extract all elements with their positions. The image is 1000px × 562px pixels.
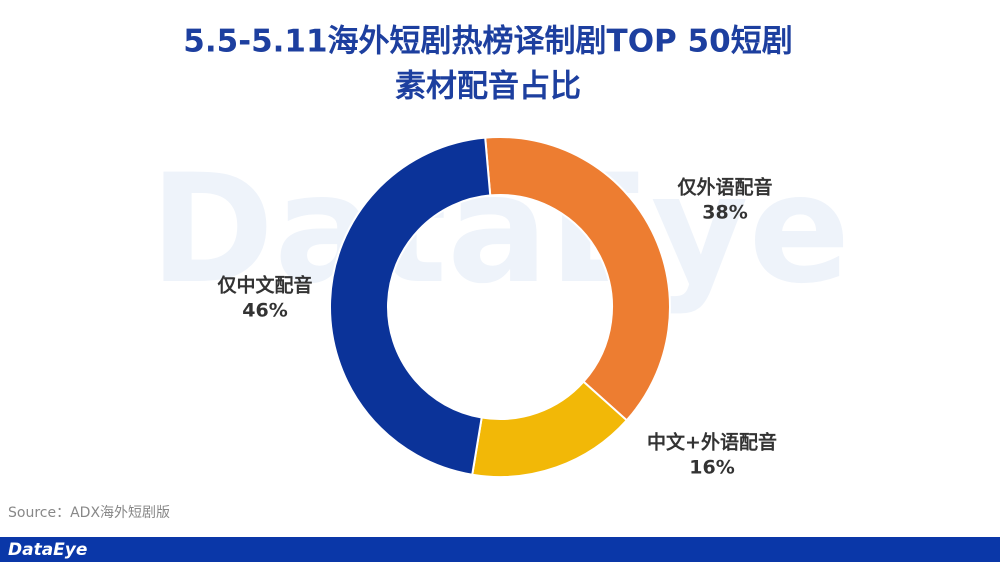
chart-title: 素材配音占比 bbox=[395, 69, 581, 105]
slice-label: 仅中文配音 bbox=[216, 274, 312, 297]
value-label: 38% bbox=[702, 202, 747, 224]
brand: DataEye bbox=[8, 540, 87, 560]
chart-title: 5.5-5.11海外短剧热榜译制剧TOP 50短剧 bbox=[183, 24, 792, 60]
donut-slice bbox=[484, 136, 671, 422]
slice-label: 中文+外语配音 bbox=[647, 431, 777, 454]
source: Source：ADX海外短剧版 bbox=[8, 505, 170, 521]
value-label: 16% bbox=[689, 457, 734, 479]
value-label: 46% bbox=[242, 300, 287, 322]
donut-slice bbox=[329, 136, 492, 476]
footer-bar bbox=[0, 537, 1000, 562]
slice-label: 仅外语配音 bbox=[676, 176, 772, 199]
